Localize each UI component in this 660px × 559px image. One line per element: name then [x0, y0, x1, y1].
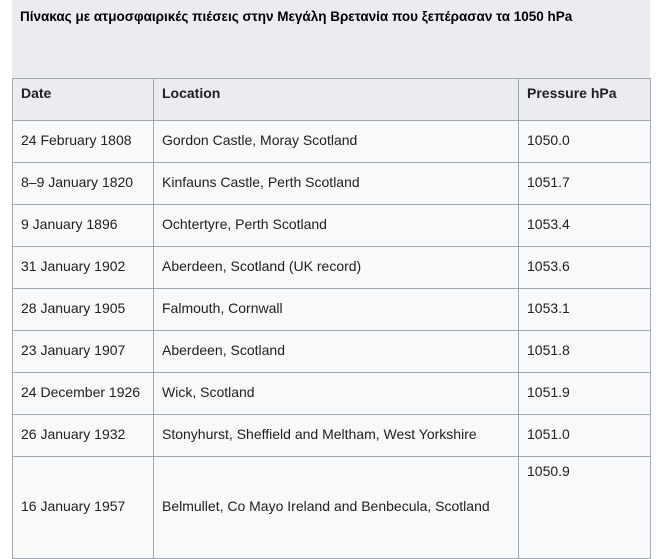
pressure-cell: 1050.9 — [518, 456, 651, 559]
location-cell: Gordon Castle, Moray Scotland — [153, 120, 519, 163]
table-row: 23 January 1907 Aberdeen, Scotland 1051.8 — [12, 330, 651, 373]
pressure-cell: 1051.8 — [518, 330, 651, 373]
location-cell: Kinfauns Castle, Perth Scotland — [153, 162, 519, 205]
table-row: 28 January 1905 Falmouth, Cornwall 1053.1 — [12, 288, 651, 331]
location-cell: Ochtertyre, Perth Scotland — [153, 204, 519, 247]
date-cell: 9 January 1896 — [12, 204, 154, 247]
caption-title: Πίνακας με ατμοσφαιρικές πιέσεις στην Με… — [20, 9, 573, 24]
pressure-table: Date Location Pressure hPa 24 February 1… — [12, 78, 651, 559]
table-row: 24 December 1926 Wick, Scotland 1051.9 — [12, 372, 651, 415]
date-cell: 24 December 1926 — [12, 372, 154, 415]
table-row: 24 February 1808 Gordon Castle, Moray Sco… — [12, 120, 651, 163]
header-date: Date — [12, 78, 154, 121]
date-cell: 23 January 1907 — [12, 330, 154, 373]
date-cell: 31 January 1902 — [12, 246, 154, 289]
location-cell: Aberdeen, Scotland (UK record) — [153, 246, 519, 289]
date-cell: 16 January 1957 — [12, 456, 154, 559]
date-cell: 28 January 1905 — [12, 288, 154, 331]
location-cell: Aberdeen, Scotland — [153, 330, 519, 373]
table-row: 16 January 1957 Belmullet, Co Mayo Irelan… — [12, 456, 651, 559]
pressure-cell: 1053.1 — [518, 288, 651, 331]
pressure-cell: 1051.0 — [518, 414, 651, 457]
table-row: 26 January 1932 Stonyhurst, Sheffield and… — [12, 414, 651, 457]
pressure-cell: 1051.7 — [518, 162, 651, 205]
table-row: 9 January 1896 Ochtertyre, Perth Scotland… — [12, 204, 651, 247]
date-cell: 24 February 1808 — [12, 120, 154, 163]
header-location: Location — [153, 78, 519, 121]
table-caption: Πίνακας με ατμοσφαιρικές πιέσεις στην Με… — [12, 0, 650, 78]
date-cell: 26 January 1932 — [12, 414, 154, 457]
pressure-cell: 1050.0 — [518, 120, 651, 163]
pressure-cell: 1053.6 — [518, 246, 651, 289]
header-row: Date Location Pressure hPa — [12, 78, 651, 121]
pressure-cell: 1051.9 — [518, 372, 651, 415]
table-row: 31 January 1902 Aberdeen, Scotland (UK re… — [12, 246, 651, 289]
location-cell: Belmullet, Co Mayo Ireland and Benbecula… — [153, 456, 519, 559]
table-row: 8–9 January 1820 Kinfauns Castle, Perth S… — [12, 162, 651, 205]
location-cell: Wick, Scotland — [153, 372, 519, 415]
header-pressure: Pressure hPa — [518, 78, 651, 121]
pressure-cell: 1053.4 — [518, 204, 651, 247]
location-cell: Falmouth, Cornwall — [153, 288, 519, 331]
date-cell: 8–9 January 1820 — [12, 162, 154, 205]
location-cell: Stonyhurst, Sheffield and Meltham, West … — [153, 414, 519, 457]
